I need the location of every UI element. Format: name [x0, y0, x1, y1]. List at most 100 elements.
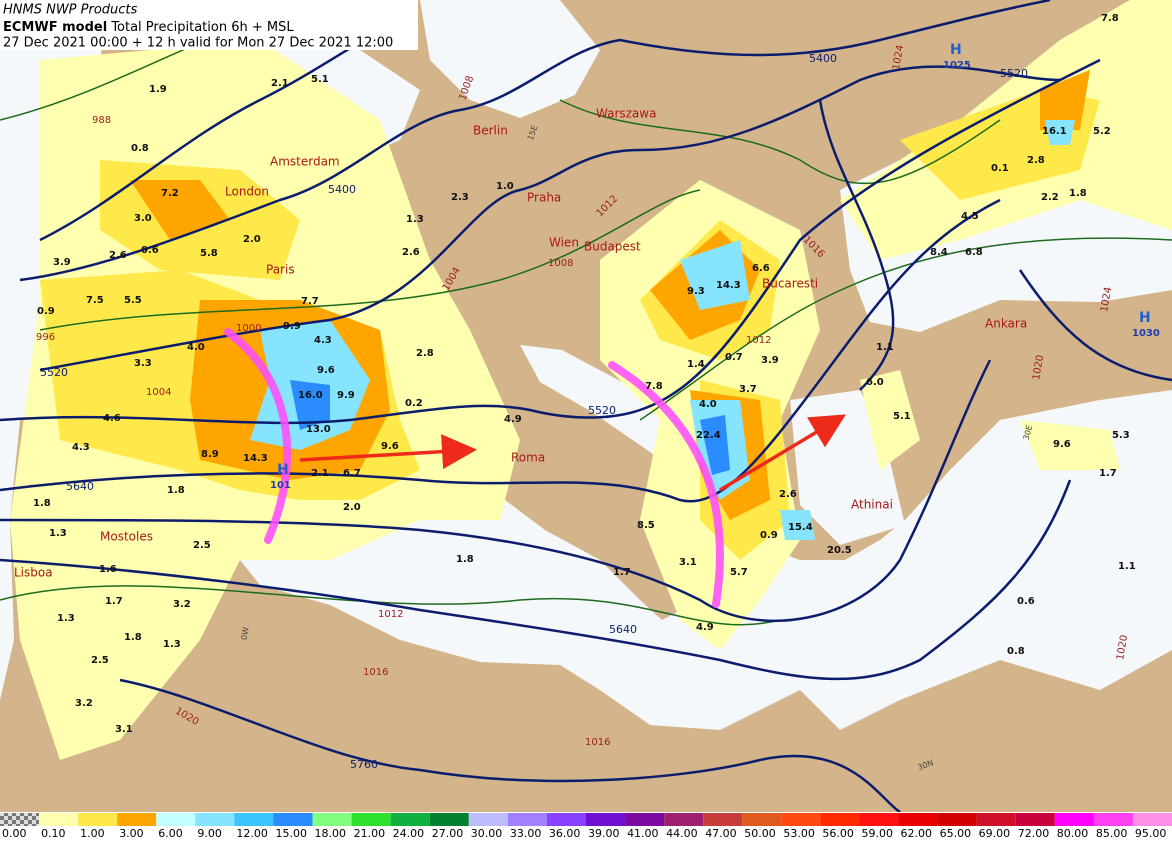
motion-arrows	[299, 414, 847, 492]
legend-label: 21.00	[354, 827, 386, 840]
legend-swatch	[1015, 813, 1055, 826]
precip-amount: 4.3	[314, 335, 332, 346]
precip-amount: 2.5	[91, 655, 109, 666]
high-symbol: H	[277, 462, 289, 478]
legend-swatch	[1132, 813, 1172, 826]
legend-label: 72.00	[1018, 827, 1050, 840]
city-label: Praha	[527, 191, 561, 205]
precip-amount: 3.2	[75, 698, 93, 709]
legend-label: 56.00	[822, 827, 854, 840]
precip-amount: 1.3	[57, 613, 75, 624]
precip-amount: 6.7	[343, 468, 361, 479]
isobar-label: 1004	[146, 387, 171, 398]
precip-amount: 4.0	[699, 399, 717, 410]
precip-amount: 9.3	[687, 286, 705, 297]
grid-label: 30E	[1022, 424, 1035, 441]
legend-label: 0.10	[41, 827, 66, 840]
precip-amount: 1.4	[687, 359, 705, 370]
green-contour	[39, 189, 701, 331]
precip-amount: 5.1	[311, 74, 329, 85]
precip-amount: 3.0	[134, 213, 152, 224]
precip-amount: 1.8	[1069, 188, 1087, 199]
high-pressure: 1030	[1132, 328, 1160, 339]
legend-swatch	[1054, 813, 1094, 826]
precip-amount: 8.9	[201, 449, 219, 460]
legend-swatch	[273, 813, 313, 826]
isobar	[39, 28, 381, 242]
isobar	[39, 65, 1061, 372]
precip-amount: 3.2	[173, 599, 191, 610]
city-label: Ankara	[985, 317, 1027, 331]
legend-swatch	[976, 813, 1016, 826]
precip-amount: 22.4	[696, 430, 721, 441]
precip-heavy	[130, 70, 1090, 520]
isobar	[1018, 269, 1172, 382]
precip-amount: 1.8	[33, 498, 51, 509]
precip-amount: 1.8	[124, 632, 142, 643]
front-arc	[608, 361, 724, 608]
precip-amount: 2.3	[451, 192, 469, 203]
legend-label: 1.00	[80, 827, 105, 840]
legend-label: 50.00	[744, 827, 776, 840]
isobar	[0, 359, 992, 622]
height-label: 5760	[350, 758, 378, 771]
precip-amount: 3.7	[739, 384, 757, 395]
isobar-label: 1000	[236, 323, 261, 334]
precip-amount: 15.4	[788, 522, 813, 533]
precip-amount: 5.5	[124, 295, 142, 306]
high-symbol: H	[1139, 310, 1151, 326]
legend-label: 85.00	[1096, 827, 1128, 840]
isobar	[119, 678, 901, 814]
city-label: Roma	[511, 451, 545, 465]
precip-amount: 9.6	[381, 441, 399, 452]
legend-swatch	[742, 813, 782, 826]
legend-label: 39.00	[588, 827, 620, 840]
precip-amount: 3.1	[679, 557, 697, 568]
product: Total Precipitation 6h + MSL	[110, 20, 294, 35]
precip-amount: 0.6	[1017, 596, 1035, 607]
legend-swatch	[703, 813, 743, 826]
green-contour	[639, 237, 1172, 421]
precip-amount: 9.6	[317, 365, 335, 376]
legend-label: 53.00	[783, 827, 815, 840]
legend-label: 65.00	[940, 827, 972, 840]
legend-label: 0.00	[2, 827, 27, 840]
legend-label: 36.00	[549, 827, 581, 840]
legend-swatch	[0, 813, 40, 826]
precip-amount: 9.9	[283, 321, 301, 332]
isobar-label: 1024	[1099, 286, 1114, 313]
legend-label: 3.00	[119, 827, 144, 840]
isobar-label: 996	[36, 332, 55, 343]
precip-amount: 1.3	[163, 639, 181, 650]
legend-swatch	[429, 813, 469, 826]
legend-label: 33.00	[510, 827, 542, 840]
precip-amount: 2.6	[109, 250, 127, 261]
legend-label: 69.00	[979, 827, 1011, 840]
precip-amount: 2.8	[1027, 155, 1045, 166]
precip-amount: 4.6	[103, 413, 121, 424]
precip-amount: 7.8	[1101, 13, 1119, 24]
isobar	[0, 198, 1001, 503]
legend-label: 30.00	[471, 827, 503, 840]
height-label: 5520	[588, 404, 616, 417]
legend-swatch	[625, 813, 665, 826]
legend-label: 24.00	[393, 827, 425, 840]
precip-amount: 8.4	[930, 247, 948, 258]
legend-swatch	[78, 813, 118, 826]
precip-amount: 5.2	[1093, 126, 1111, 137]
fronts	[224, 328, 724, 608]
arrow	[299, 434, 477, 470]
product-line: ECMWF model Total Precipitation 6h + MSL	[3, 20, 294, 35]
city-label: Amsterdam	[270, 155, 340, 169]
precip-light	[860, 370, 1120, 470]
legend-label: 95.00	[1135, 827, 1167, 840]
precip-amount: 5.8	[200, 248, 218, 259]
header-box	[0, 0, 418, 50]
city-label: Bucaresti	[762, 277, 818, 291]
legend-swatch	[820, 813, 860, 826]
legend-swatch	[507, 813, 547, 826]
city-label: Berlin	[473, 124, 508, 138]
precip-amount: 3.3	[134, 358, 152, 369]
precip-amount: 8.5	[637, 520, 655, 531]
